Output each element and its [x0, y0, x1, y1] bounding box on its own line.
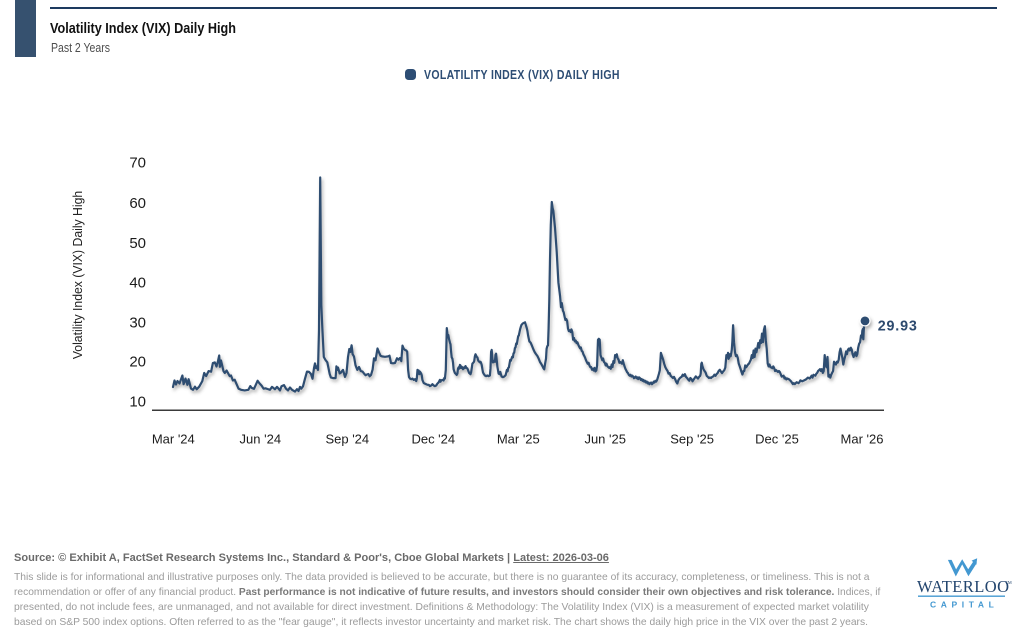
svg-text:29.93: 29.93	[878, 319, 918, 335]
svg-text:40: 40	[129, 275, 146, 292]
svg-text:Jun '25: Jun '25	[584, 432, 626, 447]
svg-text:10: 10	[129, 394, 146, 411]
svg-text:Dec '24: Dec '24	[411, 432, 455, 447]
svg-text:60: 60	[129, 195, 146, 212]
svg-text:Volatility Index (VIX) Daily H: Volatility Index (VIX) Daily High	[71, 191, 85, 359]
svg-text:50: 50	[129, 235, 146, 252]
svg-text:Sep '24: Sep '24	[325, 432, 369, 447]
svg-text:Mar '26: Mar '26	[841, 432, 884, 447]
svg-text:Mar '24: Mar '24	[152, 432, 195, 447]
svg-text:Mar '25: Mar '25	[497, 432, 540, 447]
svg-text:70: 70	[129, 155, 146, 172]
svg-text:TM: TM	[1005, 580, 1012, 585]
svg-text:20: 20	[129, 354, 146, 371]
svg-text:WATERLOO: WATERLOO	[917, 577, 1010, 596]
svg-text:30: 30	[129, 315, 146, 332]
svg-text:Dec '25: Dec '25	[755, 432, 799, 447]
svg-text:Sep '25: Sep '25	[670, 432, 714, 447]
svg-text:CAPITAL: CAPITAL	[930, 600, 998, 610]
svg-text:Jun '24: Jun '24	[240, 432, 282, 447]
